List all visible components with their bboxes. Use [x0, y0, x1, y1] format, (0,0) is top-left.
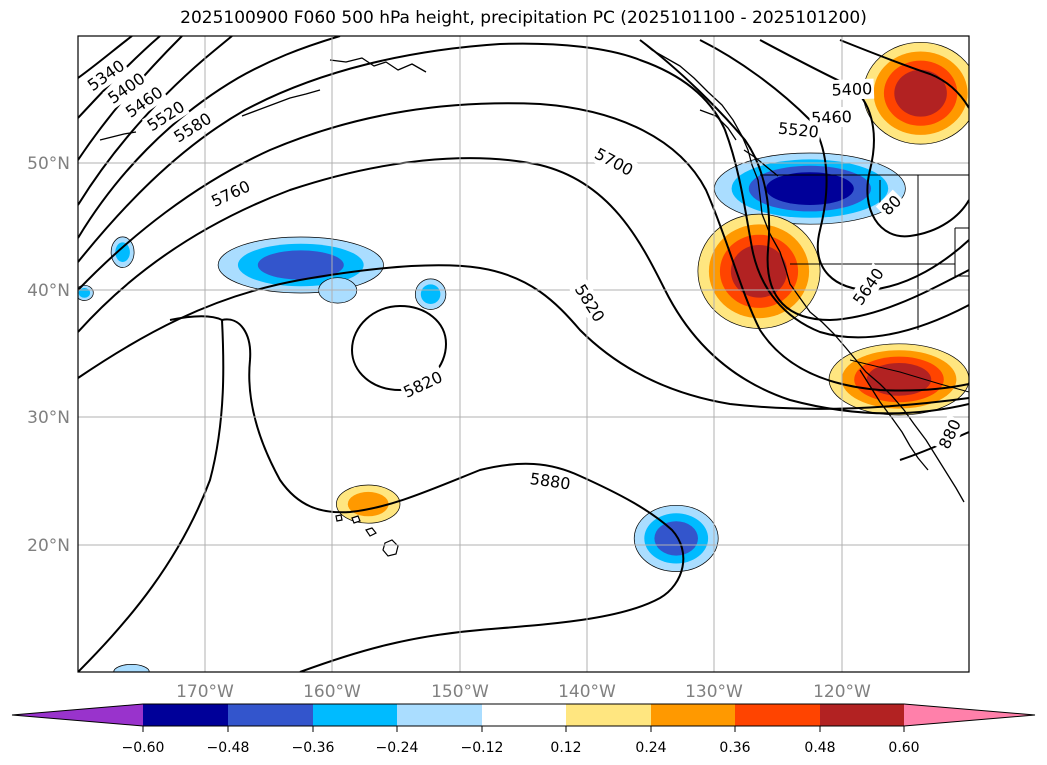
- lon-label-170w: 170°W: [176, 682, 234, 702]
- colorbar-extend-low: [12, 704, 143, 726]
- hawaii-islands: [335, 514, 399, 557]
- colorbar-swatch-3: [313, 704, 397, 726]
- colorbar-label-4: −0.24: [376, 740, 419, 756]
- lon-label-130w: 130°W: [685, 682, 743, 702]
- precip-field-9-level-2: [420, 284, 441, 305]
- precip-field-8-level-2: [115, 242, 130, 262]
- map-frame: [77, 35, 970, 673]
- precip-field-7-level-2: [347, 491, 389, 517]
- colorbar-label-9: 0.48: [804, 740, 835, 756]
- colorbar-label-3: −0.36: [292, 740, 335, 756]
- contour-5880-west: [78, 315, 225, 672]
- precip-field-1: [714, 152, 906, 225]
- precip-field-1-level-4: [766, 172, 854, 206]
- contour-label-halo-15: [875, 189, 907, 221]
- colorbar-swatch-5: [482, 704, 566, 726]
- precip-field-8: [110, 236, 135, 268]
- longitude-labels: 170°W 160°W 150°W 140°W 130°W 120°W: [176, 682, 871, 702]
- contour-label-5400: 5400: [831, 79, 872, 99]
- contour-label-5520: 5520: [777, 119, 819, 142]
- colorbar-ticks: [142, 726, 905, 732]
- contour-5340: [78, 36, 133, 79]
- colorbar-swatch-2: [228, 704, 313, 726]
- precip-field-12-level-1: [113, 664, 150, 672]
- contour-5760-arc: [78, 157, 969, 415]
- border-mexico: [849, 359, 969, 393]
- contour-label-halo-5: [168, 107, 217, 148]
- lon-label-150w: 150°W: [431, 682, 489, 702]
- precip-field-11-level-2: [78, 288, 91, 298]
- contour-5520-west: [78, 36, 233, 206]
- colorbar-swatch-7: [651, 704, 735, 726]
- contour-label-halo-10: [775, 117, 822, 143]
- colorbar-swatch-9: [820, 704, 904, 726]
- contour-5820-main: [78, 264, 969, 410]
- contour-label-halo-14: [847, 262, 890, 311]
- contour-label-halo-6: [206, 175, 255, 213]
- hawaii-maui: [365, 527, 377, 537]
- precip-field-6: [633, 504, 719, 572]
- coastline-alaska-islands: [241, 57, 427, 117]
- contour-5580-west: [78, 36, 341, 239]
- lon-label-160w: 160°W: [303, 682, 361, 702]
- lat-label-20: 20°N: [27, 536, 70, 556]
- contour-5340-east: [839, 39, 969, 109]
- gridlines: [78, 36, 969, 672]
- colorbar-label-2: −0.48: [207, 740, 250, 756]
- colorbar-label-7: 0.24: [635, 740, 666, 756]
- precip-field-9: [414, 278, 447, 310]
- contour-label-halo-2: [102, 67, 151, 110]
- precip-field-4-level-4: [894, 69, 947, 117]
- contour-5700-arc: [78, 102, 969, 392]
- precip-field-5-level-3: [257, 250, 344, 280]
- precip-field-4: [862, 41, 969, 145]
- contour-labels: 5340540054605520558057605700540054605520…: [82, 54, 967, 495]
- latitude-labels: 50°N 40°N 30°N 20°N: [27, 154, 70, 556]
- lat-label-50: 50°N: [27, 154, 70, 174]
- colorbar: −0.60 −0.48 −0.36 −0.24 −0.12 0.12 0.24 …: [11, 703, 1036, 756]
- contour-label-halo-1: [82, 54, 130, 97]
- colorbar-label-5: −0.12: [461, 740, 504, 756]
- contour-label-group-8: 5400: [829, 78, 875, 101]
- hawaii-kauai: [335, 514, 343, 522]
- contour-5460-east: [699, 39, 969, 292]
- colorbar-label-1: −0.60: [122, 740, 165, 756]
- precip-field-12: [113, 664, 150, 672]
- height-contours: [78, 36, 969, 672]
- contour-label-halo-12: [398, 366, 448, 403]
- contour-label-halo-16: [933, 414, 967, 454]
- lat-label-40: 40°N: [27, 281, 70, 301]
- colorbar-label-8: 0.36: [719, 740, 750, 756]
- contour-label-halo-11: [569, 279, 610, 328]
- map-title: 2025100900 F060 500 hPa height, precipit…: [180, 8, 867, 28]
- colorbar-label-6: 0.12: [550, 740, 581, 756]
- contour-label-halo-3: [120, 81, 168, 123]
- hawaii-oahu: [351, 515, 361, 524]
- colorbar-swatch-4: [397, 704, 482, 726]
- contour-label-halo-7: [589, 142, 639, 182]
- contour-label-halo-13: [527, 468, 574, 495]
- precip-field-5: [217, 236, 384, 294]
- colorbar-swatch-6: [566, 704, 651, 726]
- hawaii-big-island: [382, 539, 399, 557]
- contour-label-halo-8: [829, 78, 875, 101]
- colorbar-swatch-8: [735, 704, 820, 726]
- lon-label-120w: 120°W: [813, 682, 871, 702]
- contour-label-group-10: 5520: [775, 117, 822, 143]
- map-plot-area: 5340540054605520558057605700540054605520…: [78, 36, 969, 672]
- precip-field-6-level-3: [654, 521, 698, 556]
- contour-5880-main: [221, 318, 685, 672]
- lon-label-140w: 140°W: [558, 682, 616, 702]
- colorbar-extend-high: [904, 704, 1035, 726]
- colorbar-swatch-1: [143, 704, 228, 726]
- contour-5400-east: [759, 39, 969, 238]
- contour-5640-arc: [78, 42, 969, 339]
- colorbar-label-10: 0.60: [888, 740, 919, 756]
- border-state-box: [954, 227, 969, 277]
- lat-label-30: 30°N: [27, 408, 70, 428]
- contour-label-halo-4: [141, 95, 190, 137]
- contour-5820-closed: [350, 304, 448, 392]
